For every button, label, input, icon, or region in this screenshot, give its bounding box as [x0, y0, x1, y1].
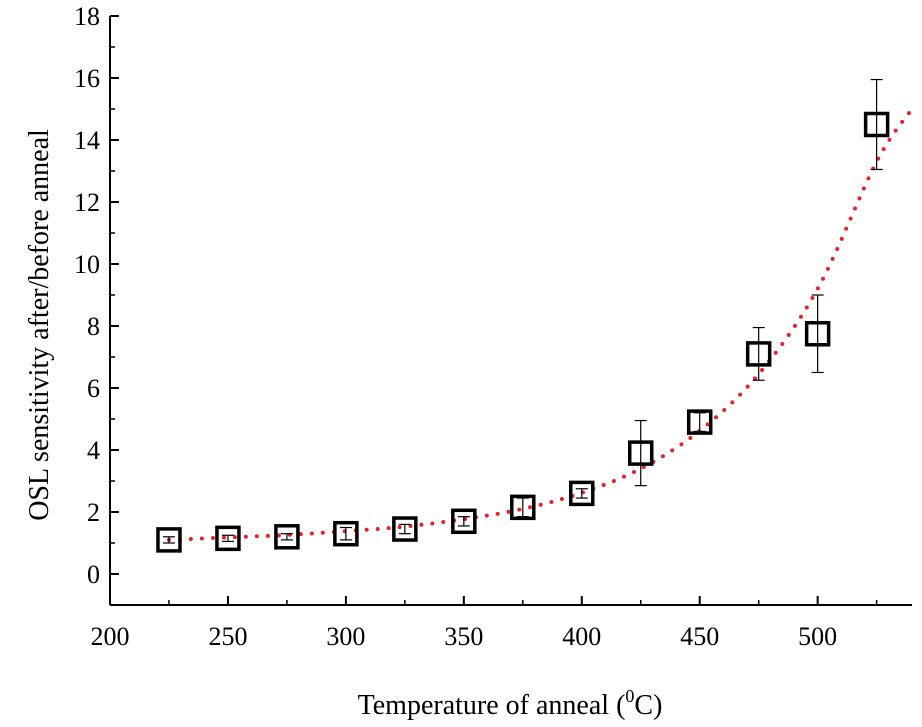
data-point [863, 111, 890, 138]
error-bars-layer [162, 78, 883, 544]
x-tick-label: 500 [798, 622, 837, 651]
y-tick-label: 12 [74, 188, 100, 217]
x-tick-label: 300 [326, 622, 365, 651]
y-tick-label: 6 [87, 374, 100, 403]
data-point [569, 480, 595, 507]
y-tick-label: 8 [87, 312, 100, 341]
x-tick-label: 450 [680, 622, 719, 651]
data-point [804, 321, 831, 347]
x-axis-title: Temperature of anneal (0C) [358, 686, 663, 721]
fit-curve [166, 107, 914, 542]
tick-labels-layer: 0 2 4 6 8 10 12 14 16 18 200 250 300 350 400 450 500 [74, 2, 837, 651]
y-tick-label: 18 [74, 2, 100, 31]
x-tick-label: 400 [562, 622, 601, 651]
x-axis-title-unit: C) [634, 690, 662, 721]
data-point [333, 520, 359, 547]
y-tick-label: 16 [74, 64, 100, 93]
y-tick-label: 10 [74, 250, 100, 279]
y-tick-label: 2 [87, 498, 100, 527]
x-tick-label: 200 [91, 622, 130, 651]
x-axis-title-text: Temperature of anneal ( [358, 690, 626, 721]
data-point [215, 525, 241, 552]
x-tick-label: 250 [208, 622, 247, 651]
fit-curve-layer [166, 107, 914, 542]
data-point [510, 494, 536, 521]
y-tick-label: 0 [87, 560, 100, 589]
data-point [274, 524, 300, 550]
x-axis-title-superscript: 0 [625, 686, 634, 706]
y-axis-title: OSL sensitivity after/before anneal [24, 129, 55, 521]
plot-axes [109, 15, 912, 606]
y-tick-label: 4 [87, 436, 100, 465]
data-point [745, 341, 772, 367]
markers-layer [156, 111, 890, 553]
y-tick-label: 14 [74, 126, 100, 155]
data-point [392, 516, 418, 542]
data-point [451, 508, 477, 535]
data-point [686, 409, 713, 435]
data-point [156, 527, 182, 553]
x-tick-label: 350 [444, 622, 483, 651]
data-point [627, 440, 654, 466]
